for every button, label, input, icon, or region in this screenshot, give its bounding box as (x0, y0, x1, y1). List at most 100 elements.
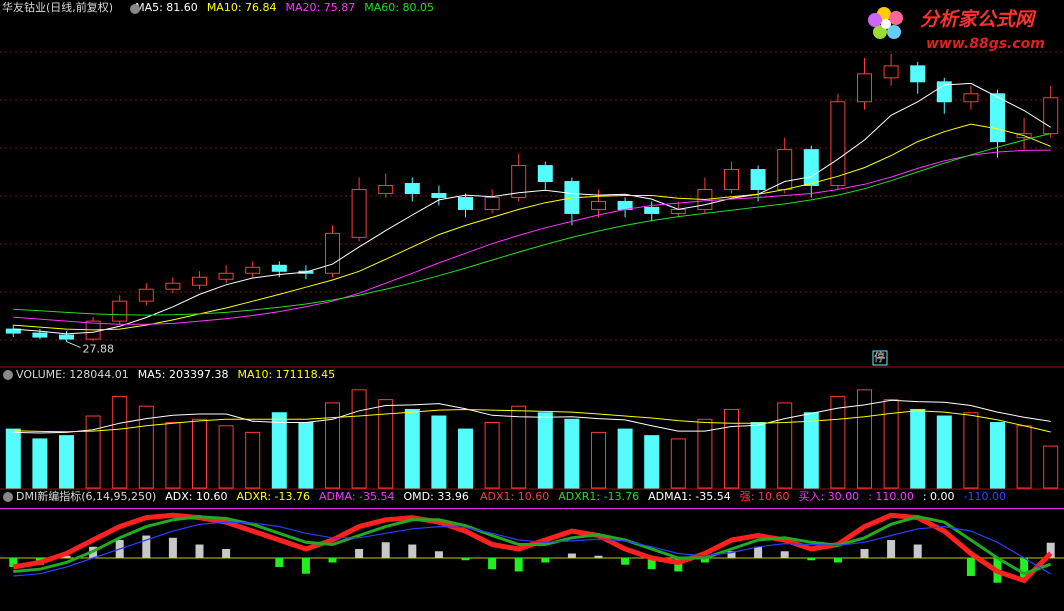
volume-bar (697, 418, 713, 489)
panel-legend: ADX1: 10.60 ADXR1: -13.76 ADMA1: -35.54 强: … (480, 490, 1006, 503)
volume-bar (963, 412, 979, 489)
candle-body (138, 288, 154, 302)
volume-bar (1016, 425, 1032, 489)
volume-bar (910, 408, 926, 489)
volume-bar (857, 389, 872, 489)
candle-body (670, 208, 686, 214)
dmi-bar (754, 546, 763, 558)
dmi-bar (700, 558, 709, 563)
candle-body (32, 332, 48, 338)
candle-body (883, 65, 899, 79)
panel-legend: DMI新编指标(6,14,95,250) ADX: 10.60 ADXR: -13.… (16, 489, 469, 503)
dmi-bar (860, 549, 869, 558)
candle-body (803, 149, 819, 187)
dropdown-icon (3, 370, 13, 380)
dmi-bar (434, 551, 443, 558)
candle-body (724, 169, 739, 191)
volume-bar (325, 402, 340, 489)
series-line (13, 123, 1051, 331)
legend-entry: ADXR1: -13.76 (558, 490, 639, 503)
dmi-bar (328, 558, 337, 563)
volume-bar (644, 435, 660, 489)
volume-bar (484, 422, 500, 489)
volume-bar (59, 435, 74, 489)
volume-bar (378, 399, 394, 489)
candle-body (165, 282, 181, 290)
dmi-bar (594, 555, 603, 558)
dmi-bar (9, 558, 18, 567)
low-label: 27.88 (83, 343, 115, 356)
volume-bar (85, 415, 101, 489)
candle-body (218, 272, 234, 280)
logo-petal (889, 11, 903, 25)
dmi-bar (833, 558, 842, 563)
series-line (13, 149, 1051, 325)
dropdown-icon (130, 4, 140, 14)
dmi-bar (461, 558, 470, 561)
dmi-bar (727, 551, 736, 558)
dropdown-icon (3, 492, 13, 502)
dmi-bar (301, 558, 310, 574)
volume-bar (936, 415, 952, 489)
volume-bar (218, 425, 234, 489)
candle-body (990, 93, 1005, 143)
panel-legend: 华友钴业(日线,前复权) MA5: 81.60 MA10: 76.84 MA20: 7… (2, 0, 434, 14)
candle-body (271, 264, 287, 272)
legend-entry: MA5: 203397.38 (138, 368, 229, 381)
logo: 分析家公式网 www.88gs.com (868, 7, 1045, 52)
dmi-bar (913, 544, 922, 558)
dmi-bar (1020, 558, 1029, 579)
candle-body (404, 183, 420, 194)
suspend-marker: 停 (874, 350, 885, 364)
legend-entry: VOLUME: 128044.01 (16, 368, 129, 381)
candle-body (59, 334, 74, 340)
volume-bar (617, 428, 633, 489)
candle-body (591, 200, 606, 210)
volume-bar (511, 405, 527, 489)
volume-bar (777, 402, 793, 489)
volume-bar (165, 422, 181, 489)
series-line (13, 408, 1051, 433)
series-line (13, 133, 1051, 316)
volume-bar (298, 422, 314, 489)
volume-bar (5, 428, 21, 489)
legend-entry: 买入: 30.00 (798, 490, 859, 503)
legend-entry: ADMA1: -35.54 (648, 490, 731, 503)
legend-entry: -110.00 (964, 490, 1006, 503)
candle-body (325, 232, 340, 274)
volume-bar (990, 422, 1005, 489)
dmi-bar (381, 542, 390, 558)
volume-bar (803, 412, 819, 489)
dmi-bar (142, 535, 151, 558)
panel-legend: VOLUME: 128044.01 MA5: 203397.38 MA10: 171… (16, 368, 335, 381)
logo-petal (868, 13, 882, 27)
dmi-bar (567, 553, 576, 558)
legend-entry: MA10: 76.84 (207, 1, 277, 14)
legend-entry: MA60: 80.05 (364, 1, 434, 14)
candle-body (192, 276, 207, 286)
candle-body (644, 206, 660, 214)
legend-entry: ADMA: -35.54 (319, 490, 394, 503)
legend-entry: 强: 10.60 (740, 490, 790, 503)
series-line (13, 82, 1051, 335)
legend-entry: ADXR: -13.76 (237, 490, 311, 503)
dmi-bar (514, 558, 523, 572)
dmi-bar (647, 558, 656, 570)
legend-entry: DMI新编指标(6,14,95,250) (16, 489, 156, 503)
candle-body (750, 169, 766, 191)
volume-bar (591, 431, 606, 489)
logo-petal (887, 25, 901, 39)
volume-bar (1043, 445, 1059, 489)
volume-bar (351, 389, 367, 489)
volume-bar (458, 428, 473, 489)
candle-body (830, 101, 846, 187)
low-pointer (66, 341, 81, 349)
dmi-bar (168, 537, 177, 558)
dmi-bar (408, 544, 417, 558)
candle-body (910, 65, 926, 83)
series-line (13, 521, 1052, 577)
dmi-bar (222, 549, 231, 558)
candle-body (112, 300, 128, 322)
